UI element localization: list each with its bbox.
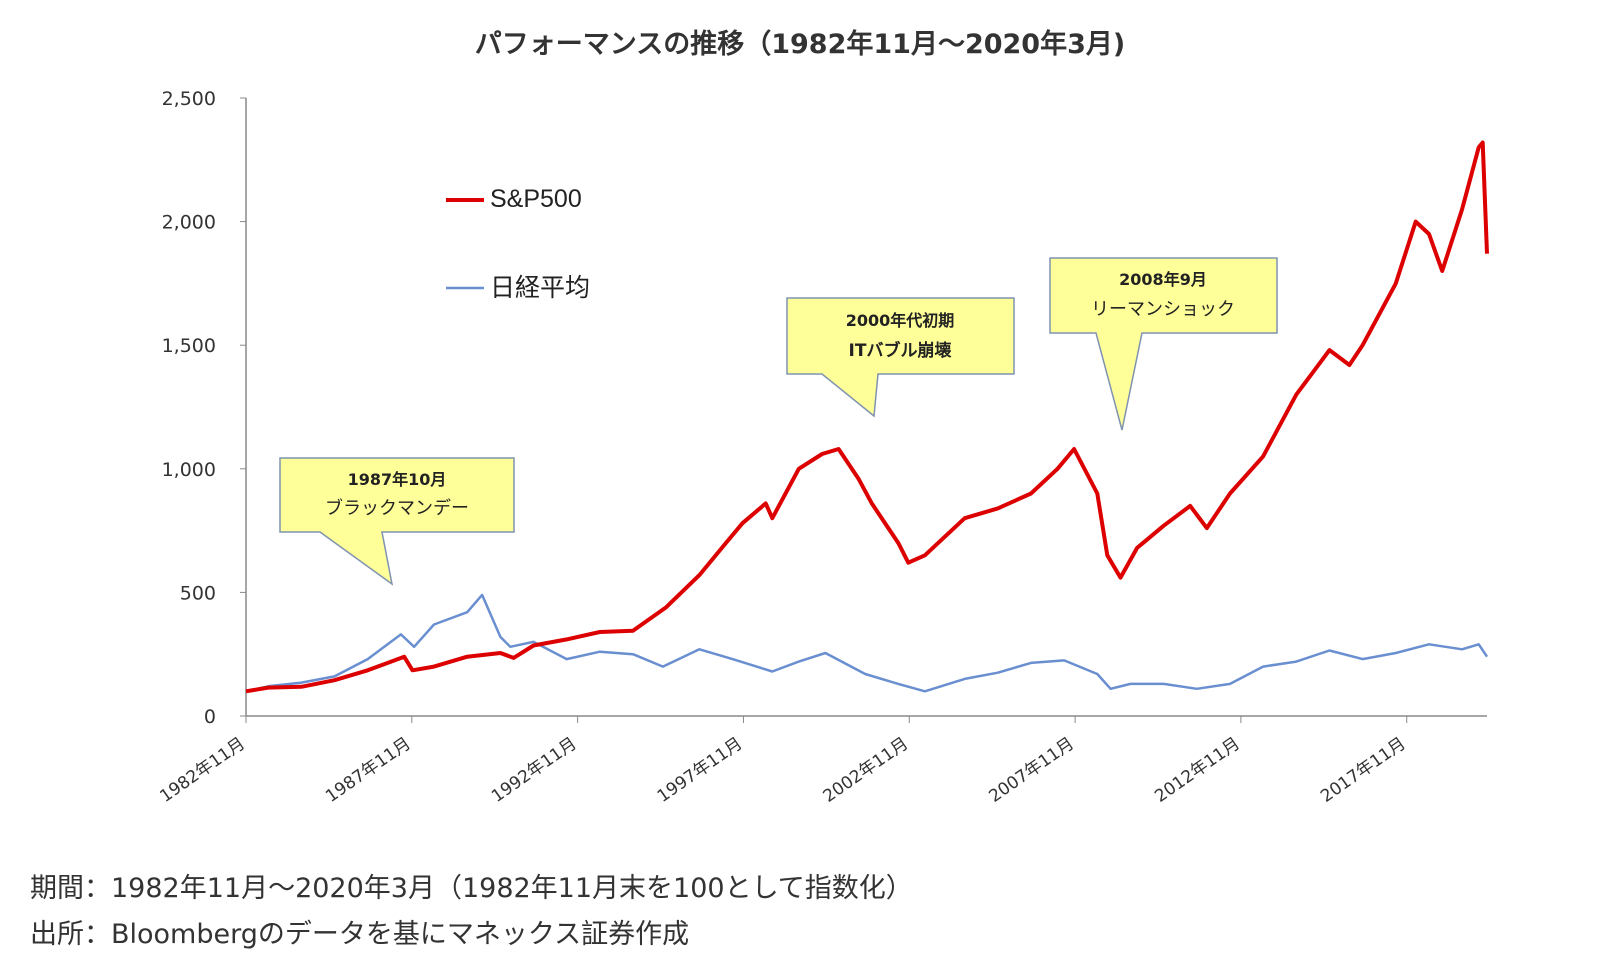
x-tick-label: 1997年11月 <box>654 734 746 807</box>
callout-it-bubble-label: ITバブル崩壊 <box>849 340 953 361</box>
y-tick-label: 1,500 <box>162 335 216 357</box>
callout-it-bubble-date: 2000年代初期 <box>846 311 955 330</box>
series-line-nikkei <box>245 593 1489 693</box>
footnote-period: 期間：1982年11月〜2020年3月（1982年11月末を100として指数化） <box>30 873 913 904</box>
legend-label-sp500: S&P500 <box>490 185 582 213</box>
y-tick-labels: 0 500 1,000 1,500 2,000 2,500 <box>162 88 246 728</box>
x-tick-label: 1987年11月 <box>322 734 414 807</box>
callout-lehman-shock: 2008年9月 リーマンショック <box>1049 257 1278 431</box>
x-tick-label: 2002年11月 <box>820 734 912 807</box>
callout-lehman-shock-date: 2008年9月 <box>1119 270 1207 289</box>
y-tick-label: 1,000 <box>162 459 216 481</box>
x-tick-label: 2012年11月 <box>1151 734 1243 807</box>
y-tick-label: 500 <box>180 582 216 604</box>
callout-lehman-shock-label: リーマンショック <box>1091 299 1235 320</box>
footnote-source: 出所：Bloombergのデータを基にマネックス証券作成 <box>30 919 690 950</box>
callouts: 1987年10月 ブラックマンデー 2000年代初期 ITバブル崩壊 2008年… <box>279 257 1278 586</box>
performance-chart: 0 500 1,000 1,500 2,000 2,500 1982年11月 1987年11… <box>156 88 1489 807</box>
x-tick-label: 2017年11月 <box>1317 734 1409 807</box>
series-layer <box>245 140 1489 694</box>
x-tick-label: 1982年11月 <box>156 734 248 807</box>
chart-title: パフォーマンスの推移（1982年11月〜2020年3月) <box>474 29 1126 60</box>
y-axis: 0 500 1,000 1,500 2,000 2,500 <box>162 88 247 728</box>
callout-it-bubble: 2000年代初期 ITバブル崩壊 <box>786 297 1015 418</box>
y-tick-label: 2,000 <box>162 212 216 234</box>
legend: S&P500 日経平均 <box>446 185 590 302</box>
x-tick-label: 1992年11月 <box>488 734 580 807</box>
legend-label-nikkei: 日経平均 <box>490 273 590 302</box>
series-line-sp500 <box>245 140 1489 694</box>
x-tick-labels: 1982年11月 1987年11月 1992年11月 1997年11月 2002年11月… <box>156 716 1410 807</box>
x-tick-label: 2007年11月 <box>985 734 1077 807</box>
y-tick-label: 2,500 <box>162 88 216 110</box>
callout-black-monday-date: 1987年10月 <box>348 470 447 489</box>
y-tick-label: 0 <box>204 706 216 728</box>
x-axis: 1982年11月 1987年11月 1992年11月 1997年11月 2002年11月… <box>156 715 1487 807</box>
callout-black-monday: 1987年10月 ブラックマンデー <box>279 457 515 586</box>
callout-black-monday-label: ブラックマンデー <box>325 497 469 519</box>
